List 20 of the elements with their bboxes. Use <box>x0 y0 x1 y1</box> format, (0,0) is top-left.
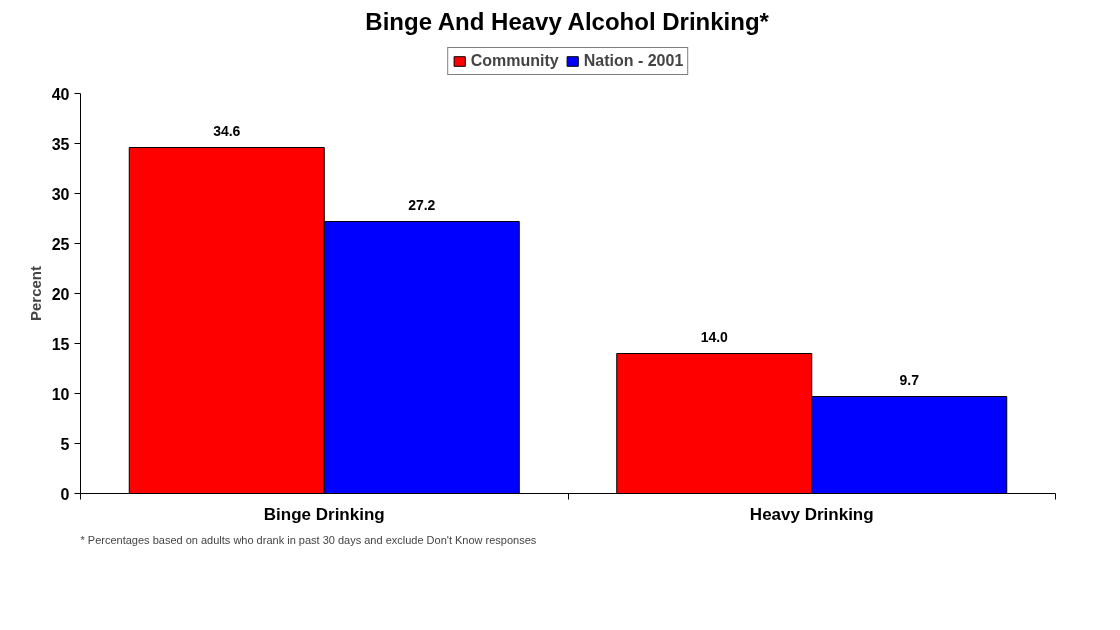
y-tick-label: 5 <box>60 435 70 453</box>
y-tick-label: 15 <box>51 335 70 353</box>
data-label: 9.7 <box>899 371 920 388</box>
y-tick-label: 40 <box>51 85 70 103</box>
data-label: 14.0 <box>700 328 729 345</box>
data-label: 34.6 <box>213 122 241 139</box>
x-tick-label: Binge Drinking <box>263 504 385 524</box>
legend-label: Community <box>470 52 559 70</box>
y-tick-label: 0 <box>60 485 70 503</box>
y-tick-label: 30 <box>51 185 70 203</box>
y-tick-label: 20 <box>51 285 70 303</box>
y-tick-label: 10 <box>51 385 70 403</box>
y-tick-label: 35 <box>51 135 70 153</box>
x-tick-label: Heavy Drinking <box>749 504 874 524</box>
y-axis-title: Percent <box>26 265 44 322</box>
legend-label: Nation - 2001 <box>583 52 684 70</box>
text: * Percentages based on adults who drank in past 30 days and exclude Don't Know responses <box>80 533 537 546</box>
y-tick-label: 25 <box>51 235 70 253</box>
data-label: 27.2 <box>408 196 436 213</box>
chart-title: Binge And Heavy Alcohol Drinking* <box>365 7 770 35</box>
